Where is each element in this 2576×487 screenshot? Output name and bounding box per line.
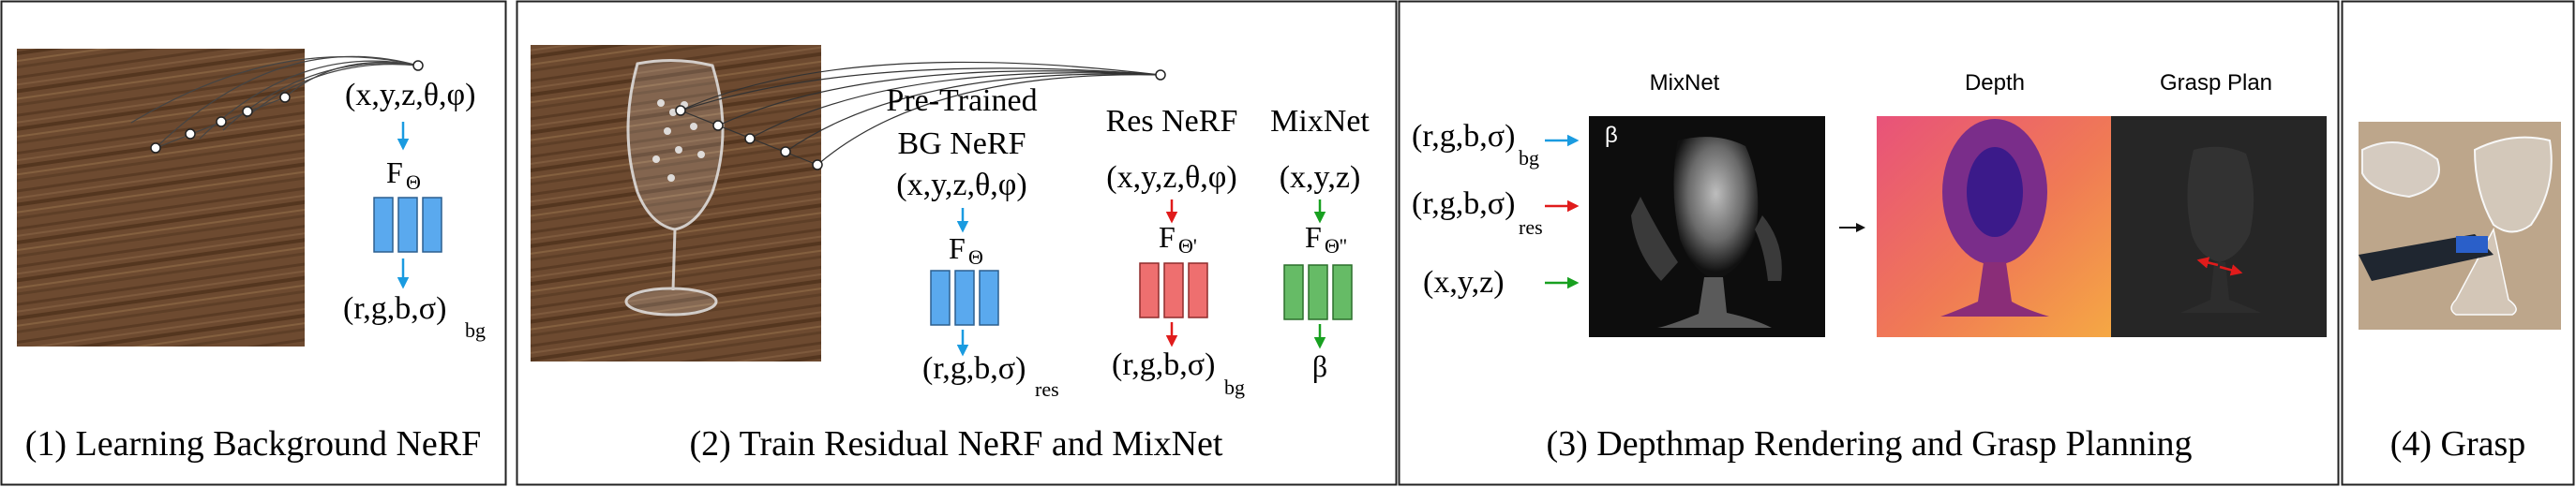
mixnet-network-block: [1283, 264, 1353, 320]
p3-input-xyz: (x,y,z): [1423, 265, 1505, 300]
p1-network-label: F: [386, 155, 403, 189]
p3-input-bg: (r,g,b,σ): [1412, 119, 1515, 154]
panel-1-frame: [0, 0, 507, 486]
mixnet-output: β: [1312, 349, 1327, 383]
panel-2-frame: [516, 0, 1398, 486]
mixnet-input: (x,y,z): [1280, 160, 1361, 195]
p2-ray-sample-points: [675, 69, 1166, 170]
caption-1: (1) Learning Background NeRF: [25, 424, 482, 464]
res-nerf-title: Res NeRF: [1106, 104, 1238, 139]
grasp-photo-details: [2359, 122, 2561, 330]
grasp-arrows-icon: [2196, 257, 2243, 276]
mixnet-net-label: F: [1305, 220, 1322, 254]
bg-nerf-output-subscript: res: [1035, 377, 1059, 401]
caption-2: (2) Train Residual NeRF and MixNet: [690, 424, 1223, 464]
wood-table-photo: [17, 49, 305, 347]
bg-nerf-output: (r,g,b,σ): [922, 351, 1026, 386]
p1-network-subscript: Θ: [406, 170, 421, 194]
grasp-plan-title: Grasp Plan: [2160, 70, 2272, 96]
bg-nerf-net-subscript: Θ: [968, 245, 983, 269]
glass-ray-points: [652, 99, 705, 182]
res-nerf-network-block: [1139, 262, 1208, 318]
p3-input-res: (r,g,b,σ): [1412, 186, 1515, 221]
p3-input-bg-subscript: bg: [1519, 146, 1539, 170]
res-nerf-output: (r,g,b,σ): [1112, 347, 1215, 382]
res-nerf-input: (x,y,z,θ,φ): [1106, 160, 1236, 195]
p2-camera-rays: [680, 61, 1161, 166]
bg-nerf-title-line2: BG NeRF: [898, 126, 1026, 161]
p3-input-res-subscript: res: [1519, 215, 1543, 239]
mixnet-title: MixNet: [1270, 104, 1370, 139]
caption-4: (4) Grasp: [2390, 424, 2526, 464]
mixnet-glass-silhouette: [1631, 137, 1782, 328]
mixnet-net-subscript: Θ'': [1325, 234, 1347, 258]
bg-nerf-title-line1: Pre-Trained: [886, 83, 1037, 118]
p1-output-subscript: bg: [465, 318, 486, 342]
mixnet-render-title: MixNet: [1650, 70, 1720, 96]
panel-4-frame: [2341, 0, 2575, 486]
caption-3: (3) Depthmap Rendering and Grasp Plannin…: [1546, 424, 2192, 464]
res-nerf-net-label: F: [1159, 220, 1176, 254]
p1-input-coords: (x,y,z,θ,φ): [345, 78, 475, 112]
bg-nerf-network-block: [930, 270, 999, 326]
p1-network-block: [373, 197, 442, 253]
res-nerf-output-subscript: bg: [1224, 376, 1245, 399]
grasp-plan-glass-silhouette: [2180, 146, 2261, 313]
panel-3-frame: [1398, 0, 2340, 486]
depth-glass-silhouette: [1940, 119, 2049, 317]
ray-sample-points: [150, 60, 424, 154]
p1-output: (r,g,b,σ): [343, 291, 446, 326]
res-nerf-net-subscript: Θ': [1178, 234, 1197, 258]
beta-map-label: β: [1605, 123, 1618, 148]
bg-nerf-net-label: F: [949, 231, 966, 265]
depth-title: Depth: [1965, 70, 2025, 96]
glass-on-wood-photo: [531, 45, 821, 362]
bg-nerf-input: (x,y,z,θ,φ): [896, 168, 1026, 202]
